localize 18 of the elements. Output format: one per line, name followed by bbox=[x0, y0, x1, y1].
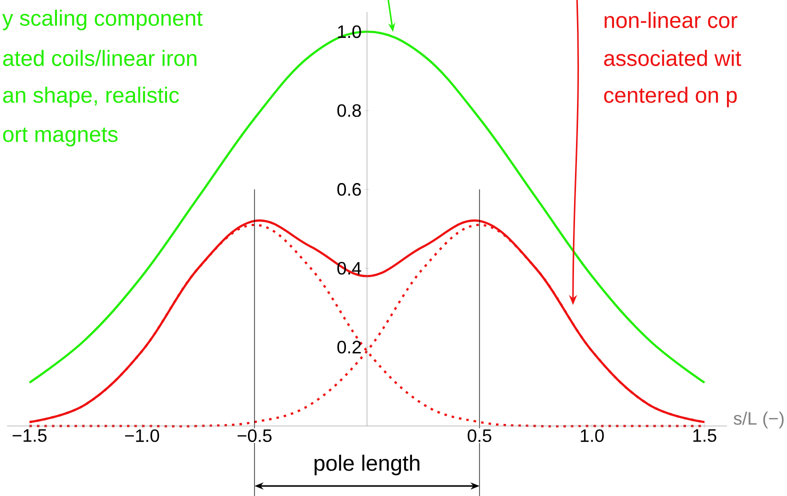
annotation: non-linear cor bbox=[604, 12, 738, 28]
x-tick-label: −1.5 bbox=[12, 429, 47, 442]
y-tick-label: 0.6 bbox=[337, 183, 361, 196]
x-axis-title: s/L (−) bbox=[734, 412, 784, 428]
y-tick-label: 0.2 bbox=[337, 340, 361, 354]
y-tick-label: 0.8 bbox=[337, 104, 361, 117]
x-tick-label: 1.0 bbox=[580, 429, 604, 442]
annotation: ort magnets bbox=[3, 128, 118, 146]
x-tick-label: 1.5 bbox=[693, 429, 716, 442]
annotation: associated wit bbox=[604, 50, 742, 66]
x-tick-label: 0.5 bbox=[468, 429, 492, 442]
text: pole length bbox=[314, 454, 420, 476]
annotation: centered on p bbox=[604, 86, 737, 108]
x-tick-label: −1.0 bbox=[125, 429, 160, 442]
annotation: y scaling component bbox=[2, 10, 203, 30]
annotation: ated coils/linear iron bbox=[3, 50, 196, 66]
annotation: an shape, realistic bbox=[3, 86, 179, 108]
x-tick-label: −0.5 bbox=[238, 429, 272, 442]
